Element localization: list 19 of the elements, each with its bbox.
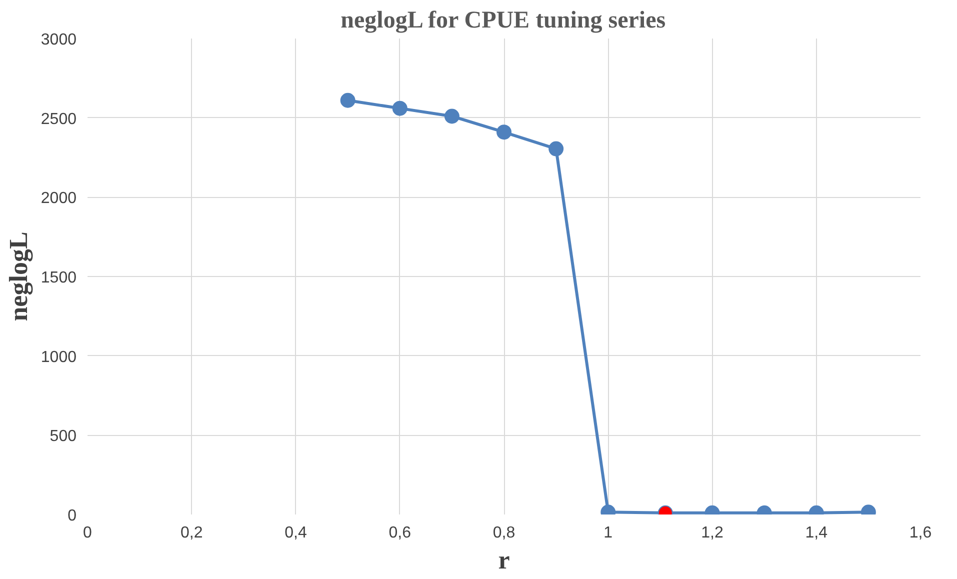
x-tick-label: 0,8 (492, 524, 516, 542)
y-tick-label: 500 (50, 428, 77, 446)
chart-title: neglogL for CPUE tuning series (340, 8, 666, 34)
y-tick-label: 3000 (40, 32, 77, 48)
x-axis-title: r (498, 546, 510, 574)
y-tick-label: 0 (68, 508, 77, 524)
y-tick-label: 1500 (40, 270, 77, 286)
x-tick-label: 1 (604, 524, 613, 542)
x-tick-label: 0,4 (284, 524, 307, 542)
x-tick-label: 0,6 (388, 524, 412, 542)
x-tick-label: 1,6 (909, 524, 932, 542)
y-tick-label: 2000 (40, 190, 77, 208)
x-tick-label: 0 (83, 524, 92, 542)
y-tick-label: 1000 (40, 348, 77, 366)
x-tick-label: 0,2 (180, 524, 203, 542)
y-tick-label: 2500 (40, 110, 77, 128)
x-tick-label: 1,2 (701, 524, 724, 542)
x-tick-label: 1,4 (805, 524, 828, 542)
y-axis-title: neglogL (4, 232, 33, 322)
